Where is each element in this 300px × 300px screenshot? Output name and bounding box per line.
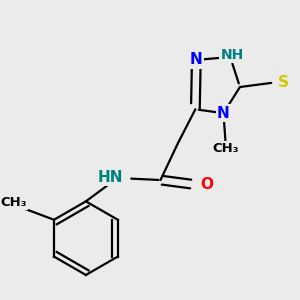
Text: O: O xyxy=(200,177,214,192)
Text: N: N xyxy=(190,52,203,68)
Text: S: S xyxy=(278,75,289,90)
Text: CH₃: CH₃ xyxy=(0,196,27,209)
Text: NH: NH xyxy=(220,48,244,62)
Text: CH₃: CH₃ xyxy=(212,142,239,154)
Text: HN: HN xyxy=(98,169,123,184)
Text: N: N xyxy=(217,106,230,121)
